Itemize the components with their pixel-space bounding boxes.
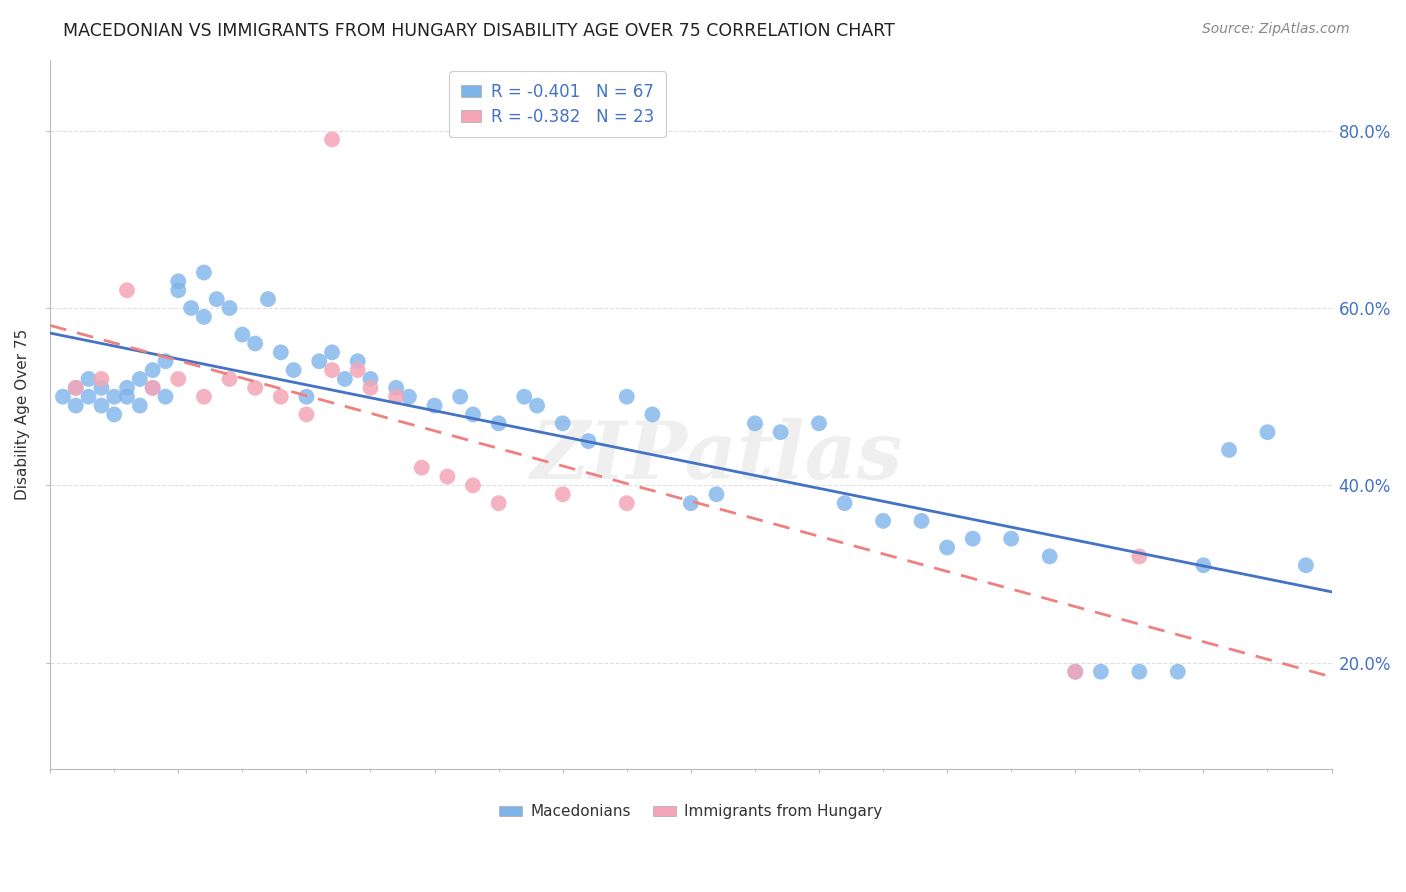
Point [360, 372, 382, 386]
Point [449, 390, 471, 404]
Point [142, 381, 165, 395]
Point [398, 390, 420, 404]
Point [461, 478, 484, 492]
Point [411, 460, 433, 475]
Point [115, 390, 138, 404]
Point [77, 372, 100, 386]
Y-axis label: Disability Age Over 75: Disability Age Over 75 [15, 329, 30, 500]
Point [576, 434, 599, 448]
Point [872, 514, 894, 528]
Point [308, 354, 330, 368]
Point [270, 345, 292, 359]
Point [769, 425, 792, 440]
Point [142, 363, 165, 377]
Point [488, 417, 510, 431]
Point [142, 381, 165, 395]
Point [1090, 665, 1112, 679]
Point [461, 408, 484, 422]
Point [128, 399, 150, 413]
Point [167, 372, 190, 386]
Point [90, 399, 112, 413]
Point [103, 408, 125, 422]
Point [77, 390, 100, 404]
Point [193, 390, 215, 404]
Point [128, 372, 150, 386]
Point [1295, 558, 1317, 573]
Point [513, 390, 536, 404]
Point [243, 336, 266, 351]
Point [243, 381, 266, 395]
Point [385, 390, 408, 404]
Point [167, 283, 190, 297]
Point [436, 469, 458, 483]
Point [1064, 665, 1087, 679]
Text: MACEDONIAN VS IMMIGRANTS FROM HUNGARY DISABILITY AGE OVER 75 CORRELATION CHART: MACEDONIAN VS IMMIGRANTS FROM HUNGARY DI… [63, 22, 896, 40]
Point [551, 487, 574, 501]
Point [1128, 549, 1150, 564]
Point [283, 363, 305, 377]
Point [270, 390, 292, 404]
Point [360, 381, 382, 395]
Point [679, 496, 702, 510]
Point [346, 363, 368, 377]
Point [423, 399, 446, 413]
Point [167, 274, 190, 288]
Point [231, 327, 253, 342]
Point [1000, 532, 1022, 546]
Point [641, 408, 664, 422]
Point [616, 496, 638, 510]
Point [1256, 425, 1278, 440]
Point [962, 532, 984, 546]
Point [936, 541, 959, 555]
Point [1218, 442, 1240, 457]
Point [834, 496, 856, 510]
Point [1192, 558, 1215, 573]
Point [346, 354, 368, 368]
Point [551, 417, 574, 431]
Point [65, 381, 87, 395]
Point [321, 345, 343, 359]
Point [52, 390, 75, 404]
Point [115, 283, 138, 297]
Point [218, 372, 240, 386]
Point [807, 417, 830, 431]
Point [333, 372, 356, 386]
Point [205, 292, 228, 306]
Point [90, 372, 112, 386]
Point [65, 399, 87, 413]
Text: Source: ZipAtlas.com: Source: ZipAtlas.com [1202, 22, 1350, 37]
Point [90, 381, 112, 395]
Point [526, 399, 548, 413]
Point [616, 390, 638, 404]
Point [65, 381, 87, 395]
Point [321, 132, 343, 146]
Point [115, 381, 138, 395]
Point [257, 292, 280, 306]
Point [218, 301, 240, 315]
Point [1039, 549, 1062, 564]
Point [180, 301, 202, 315]
Point [706, 487, 728, 501]
Legend: Macedonians, Immigrants from Hungary: Macedonians, Immigrants from Hungary [494, 798, 889, 825]
Point [103, 390, 125, 404]
Point [193, 310, 215, 324]
Point [1064, 665, 1087, 679]
Text: ZIPatlas: ZIPatlas [530, 418, 903, 496]
Point [385, 381, 408, 395]
Point [744, 417, 766, 431]
Point [910, 514, 932, 528]
Point [155, 390, 177, 404]
Point [155, 354, 177, 368]
Point [1128, 665, 1150, 679]
Point [295, 390, 318, 404]
Point [321, 363, 343, 377]
Point [1167, 665, 1189, 679]
Point [295, 408, 318, 422]
Point [488, 496, 510, 510]
Point [193, 266, 215, 280]
